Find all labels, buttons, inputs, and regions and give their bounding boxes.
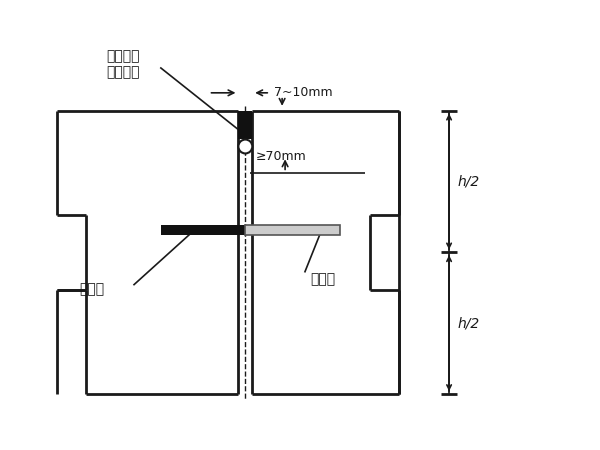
Text: 灌填缝料: 灌填缝料 — [106, 49, 140, 63]
Circle shape — [238, 140, 252, 153]
Text: 传力杆: 传力杆 — [310, 273, 335, 287]
Text: 涂沥青: 涂沥青 — [79, 283, 104, 297]
Text: 7~10mm: 7~10mm — [274, 86, 333, 99]
Text: h/2: h/2 — [457, 316, 479, 330]
Text: 背衬垫条: 背衬垫条 — [106, 65, 140, 79]
Bar — [238, 111, 252, 139]
Bar — [161, 225, 245, 235]
Bar — [245, 225, 340, 235]
Text: h/2: h/2 — [457, 175, 479, 189]
Text: ≥70mm: ≥70mm — [255, 150, 306, 163]
